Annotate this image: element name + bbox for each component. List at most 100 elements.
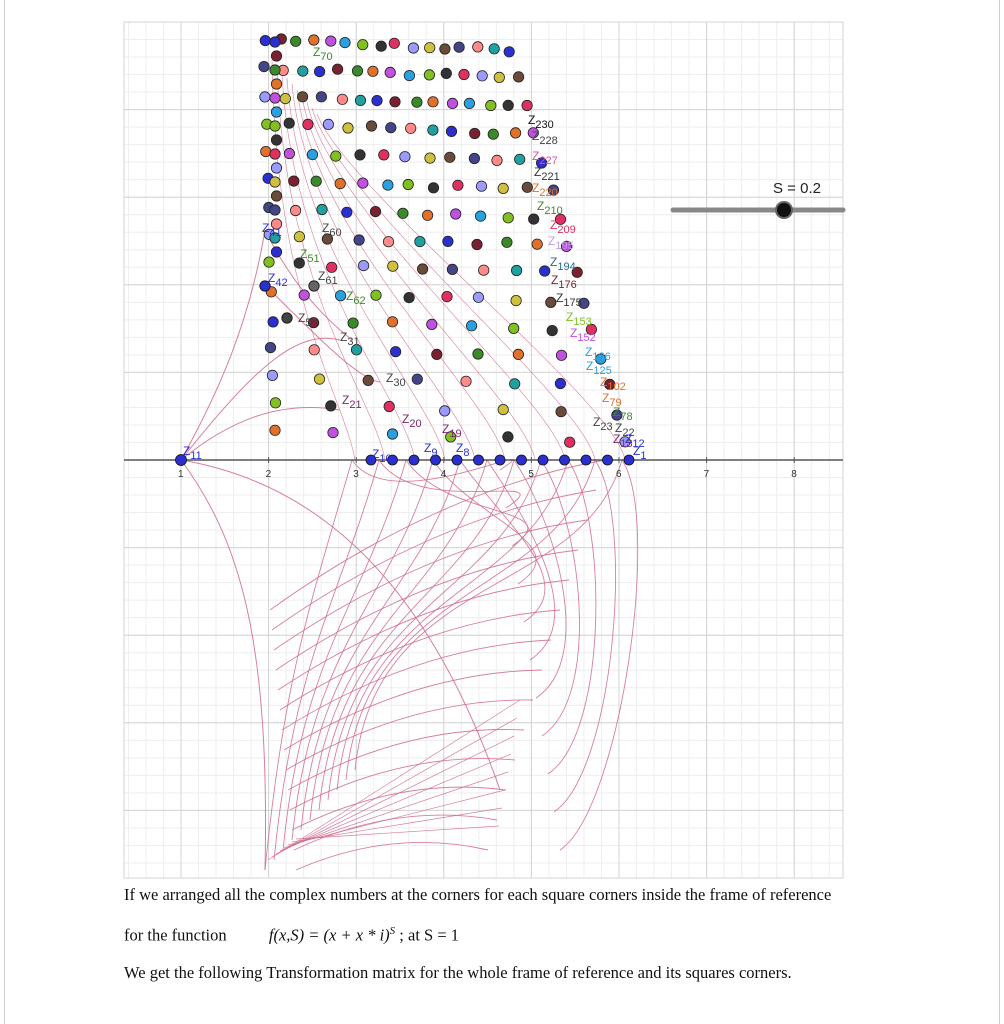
complex-point[interactable] (444, 151, 456, 163)
complex-point[interactable] (283, 147, 295, 160)
complex-point[interactable] (354, 149, 366, 161)
complex-point[interactable] (389, 346, 402, 358)
axis-point[interactable] (430, 454, 441, 466)
complex-point[interactable] (382, 179, 394, 191)
axis-point[interactable] (602, 454, 613, 466)
complex-point[interactable] (369, 206, 382, 218)
complex-point[interactable] (339, 36, 351, 49)
complex-point[interactable] (446, 263, 458, 275)
complex-point[interactable] (384, 66, 396, 79)
left-column-point[interactable] (270, 106, 283, 118)
complex-point[interactable] (475, 180, 488, 192)
complex-point[interactable] (308, 34, 320, 46)
complex-point[interactable] (302, 118, 314, 131)
complex-point[interactable] (334, 290, 347, 302)
complex-point[interactable] (445, 125, 458, 137)
complex-point[interactable] (468, 152, 480, 165)
complex-point[interactable] (471, 238, 483, 251)
complex-point[interactable] (463, 97, 475, 110)
complex-point[interactable] (389, 96, 401, 108)
axis-point[interactable] (516, 454, 527, 466)
complex-point[interactable] (365, 120, 378, 132)
complex-point[interactable] (296, 91, 309, 103)
complex-point[interactable] (290, 35, 302, 47)
complex-point[interactable] (472, 41, 484, 53)
complex-point[interactable] (354, 94, 367, 107)
complex-point[interactable] (298, 289, 310, 301)
complex-point[interactable] (342, 122, 354, 134)
complex-point[interactable] (347, 317, 359, 329)
complex-point[interactable] (439, 405, 451, 417)
left-column-point[interactable] (270, 246, 283, 258)
axis-point[interactable] (494, 454, 506, 466)
complex-point[interactable] (269, 424, 281, 436)
complex-point[interactable] (564, 436, 576, 448)
left-column-point[interactable] (270, 218, 283, 230)
complex-point[interactable] (316, 203, 328, 216)
left-column-point[interactable] (270, 78, 283, 90)
complex-point[interactable] (465, 320, 478, 332)
complex-point[interactable] (546, 324, 558, 337)
complex-point[interactable] (334, 178, 346, 190)
point-cloud[interactable] (175, 33, 635, 466)
complex-point[interactable] (411, 96, 423, 108)
complex-point[interactable] (571, 266, 583, 278)
axis-point[interactable] (559, 454, 570, 466)
complex-point[interactable] (306, 149, 319, 161)
complex-point[interactable] (510, 264, 523, 277)
point-z61[interactable] (308, 280, 320, 292)
complex-point[interactable] (370, 289, 382, 301)
complex-point[interactable] (476, 70, 488, 82)
axis-point[interactable] (408, 454, 420, 466)
complex-point[interactable] (458, 68, 470, 81)
complex-point[interactable] (307, 317, 320, 329)
point-z42[interactable] (259, 280, 271, 292)
complex-point[interactable] (259, 91, 271, 103)
complex-point[interactable] (427, 182, 440, 194)
complex-point[interactable] (528, 213, 540, 225)
complex-point[interactable] (521, 99, 533, 112)
left-column-point[interactable] (269, 204, 281, 216)
complex-point[interactable] (260, 146, 272, 158)
complex-point[interactable] (460, 375, 472, 387)
axis-point[interactable] (537, 454, 549, 466)
complex-point[interactable] (491, 154, 503, 166)
axis-point[interactable] (451, 454, 463, 466)
left-column-point[interactable] (270, 134, 283, 146)
complex-point[interactable] (439, 43, 451, 55)
complex-point[interactable] (382, 236, 395, 248)
complex-point[interactable] (402, 178, 414, 191)
complex-point[interactable] (431, 348, 443, 360)
complex-point[interactable] (321, 233, 333, 245)
complex-point[interactable] (387, 260, 399, 272)
complex-point[interactable] (578, 297, 590, 309)
complex-point[interactable] (442, 235, 454, 247)
complex-point[interactable] (554, 377, 567, 390)
complex-point[interactable] (547, 184, 560, 196)
complex-point[interactable] (478, 264, 490, 276)
complex-point[interactable] (313, 373, 326, 385)
complex-point[interactable] (497, 403, 509, 416)
complex-point[interactable] (315, 91, 327, 103)
complex-point[interactable] (514, 153, 526, 165)
complex-point[interactable] (266, 369, 278, 381)
complex-point[interactable] (362, 374, 374, 386)
complex-point[interactable] (308, 344, 320, 356)
complex-point[interactable] (327, 426, 339, 439)
complex-point[interactable] (531, 238, 543, 250)
complex-point[interactable] (289, 204, 302, 217)
complex-point[interactable] (485, 99, 497, 112)
complex-point[interactable] (585, 323, 598, 335)
axis-point[interactable] (623, 454, 635, 466)
complex-point[interactable] (386, 428, 399, 440)
complex-point[interactable] (555, 406, 567, 418)
complex-point[interactable] (424, 42, 436, 54)
complex-point[interactable] (267, 316, 279, 328)
complex-point[interactable] (488, 43, 500, 55)
complex-point[interactable] (426, 318, 438, 330)
complex-point[interactable] (493, 71, 505, 84)
complex-point[interactable] (474, 210, 487, 222)
complex-point[interactable] (427, 124, 439, 136)
complex-point[interactable] (512, 348, 525, 360)
